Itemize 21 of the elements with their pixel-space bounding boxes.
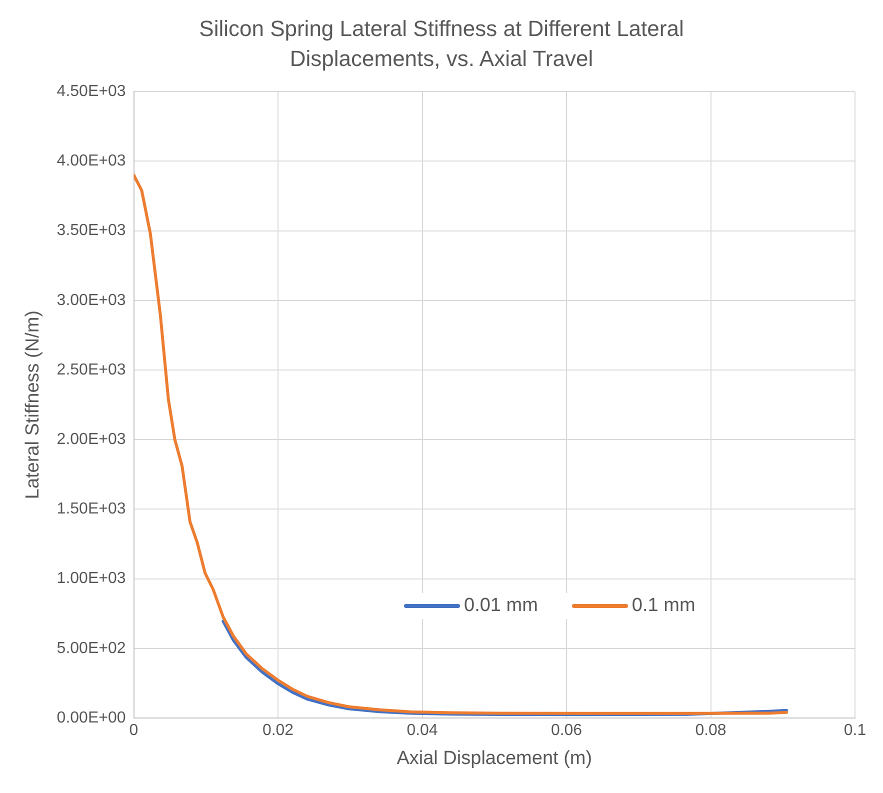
- x-axis-title: Axial Displacement (m): [396, 748, 592, 769]
- x-tick-label: 0.06: [550, 722, 582, 740]
- y-tick-label: 4.50E+03: [56, 83, 126, 100]
- y-tick-label: 3.00E+03: [56, 292, 126, 309]
- x-tick-label: 0.04: [406, 722, 438, 740]
- y-tick-label: 3.50E+03: [56, 222, 126, 240]
- y-tick-label: 1.50E+03: [56, 500, 126, 518]
- y-axis-title: Lateral Stiffness (N/m): [22, 310, 44, 500]
- legend-label: 0.01 mm: [464, 595, 538, 617]
- x-tick-label: 0: [129, 722, 138, 740]
- legend-label: 0.1 mm: [632, 595, 696, 617]
- y-tick-label: 2.00E+03: [56, 431, 126, 448]
- x-tick-label: 0.02: [262, 722, 294, 740]
- y-tick-label: 1.00E+03: [56, 570, 126, 588]
- x-tick-label: 0.1: [844, 722, 866, 740]
- chart-title: Silicon Spring Lateral Stiffness at Different Lateral Displacements, vs. Axial Travel: [198, 15, 685, 73]
- x-tick-label: 0.08: [695, 722, 726, 740]
- y-tick-label: 2.50E+03: [56, 361, 126, 378]
- y-tick-label: 4.00E+03: [56, 152, 126, 170]
- y-tick-label: 0.00E+00: [56, 709, 126, 726]
- y-tick-label: 5.00E+02: [56, 640, 126, 657]
